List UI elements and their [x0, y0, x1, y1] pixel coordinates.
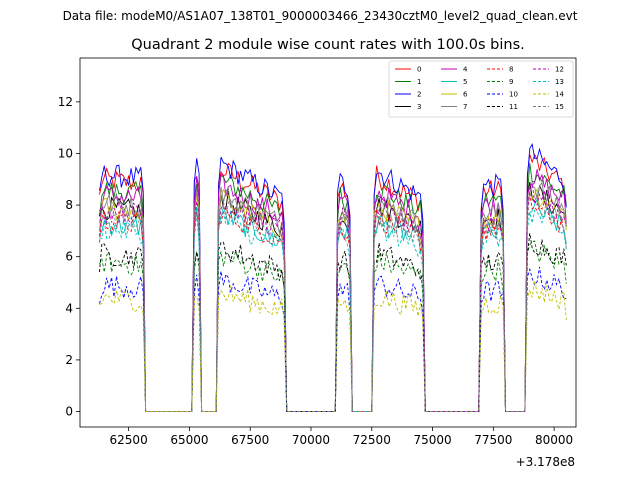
- y-tick-label: 12: [58, 95, 73, 109]
- legend-label-11: 11: [509, 103, 518, 111]
- series-line-7: [99, 181, 567, 412]
- x-tick-label: 77500: [474, 433, 512, 447]
- x-tick-label: 65000: [170, 433, 208, 447]
- y-tick-label: 2: [65, 353, 73, 367]
- legend-label-0: 0: [417, 66, 421, 74]
- legend-label-5: 5: [463, 78, 467, 86]
- legend-label-3: 3: [417, 103, 421, 111]
- legend-label-7: 7: [463, 103, 467, 111]
- series-line-10: [99, 266, 567, 412]
- y-axis: 0 2 4 6 8 10 12: [58, 95, 80, 419]
- legend-label-2: 2: [417, 91, 421, 99]
- x-tick-label: 70000: [292, 433, 330, 447]
- series-line-9: [99, 240, 567, 412]
- legend-label-8: 8: [509, 66, 513, 74]
- x-offset-label: +3.178e8: [516, 455, 575, 469]
- legend-label-12: 12: [555, 66, 564, 74]
- legend-label-10: 10: [509, 91, 518, 99]
- y-tick-label: 8: [65, 198, 73, 212]
- series-line-11: [99, 233, 567, 412]
- x-tick-label: 67500: [231, 433, 269, 447]
- x-tick-label: 62500: [110, 433, 148, 447]
- y-tick-label: 0: [65, 405, 73, 419]
- legend-label-15: 15: [555, 103, 564, 111]
- x-tick-label: 80000: [535, 433, 573, 447]
- figure-suptitle: Data file: modeM0/AS1A07_138T01_90000034…: [63, 9, 578, 23]
- axes-frame: [79, 57, 577, 428]
- legend-label-1: 1: [417, 78, 421, 86]
- y-tick-label: 6: [65, 250, 73, 264]
- series-layer: [99, 143, 567, 412]
- x-axis: 62500 65000 67500 70000 72500 75000 77500 80000: [110, 427, 573, 447]
- legend-label-13: 13: [555, 78, 564, 86]
- series-line-12: [99, 182, 567, 412]
- legend-label-14: 14: [555, 91, 564, 99]
- series-line-15: [99, 192, 567, 412]
- legend-label-9: 9: [509, 78, 513, 86]
- legend-label-6: 6: [463, 91, 468, 99]
- series-line-13: [99, 209, 567, 412]
- legend-label-4: 4: [463, 66, 468, 74]
- x-tick-label: 72500: [353, 433, 391, 447]
- y-tick-label: 10: [58, 146, 73, 160]
- series-line-1: [99, 162, 567, 412]
- chart-title: Quadrant 2 module wise count rates with …: [131, 37, 525, 53]
- y-tick-label: 4: [65, 301, 73, 315]
- x-tick-label: 75000: [413, 433, 451, 447]
- series-line-14: [99, 280, 567, 412]
- legend-frame: [388, 60, 574, 118]
- series-line-4: [99, 169, 567, 412]
- series-line-0: [99, 153, 567, 412]
- series-line-5: [99, 198, 567, 412]
